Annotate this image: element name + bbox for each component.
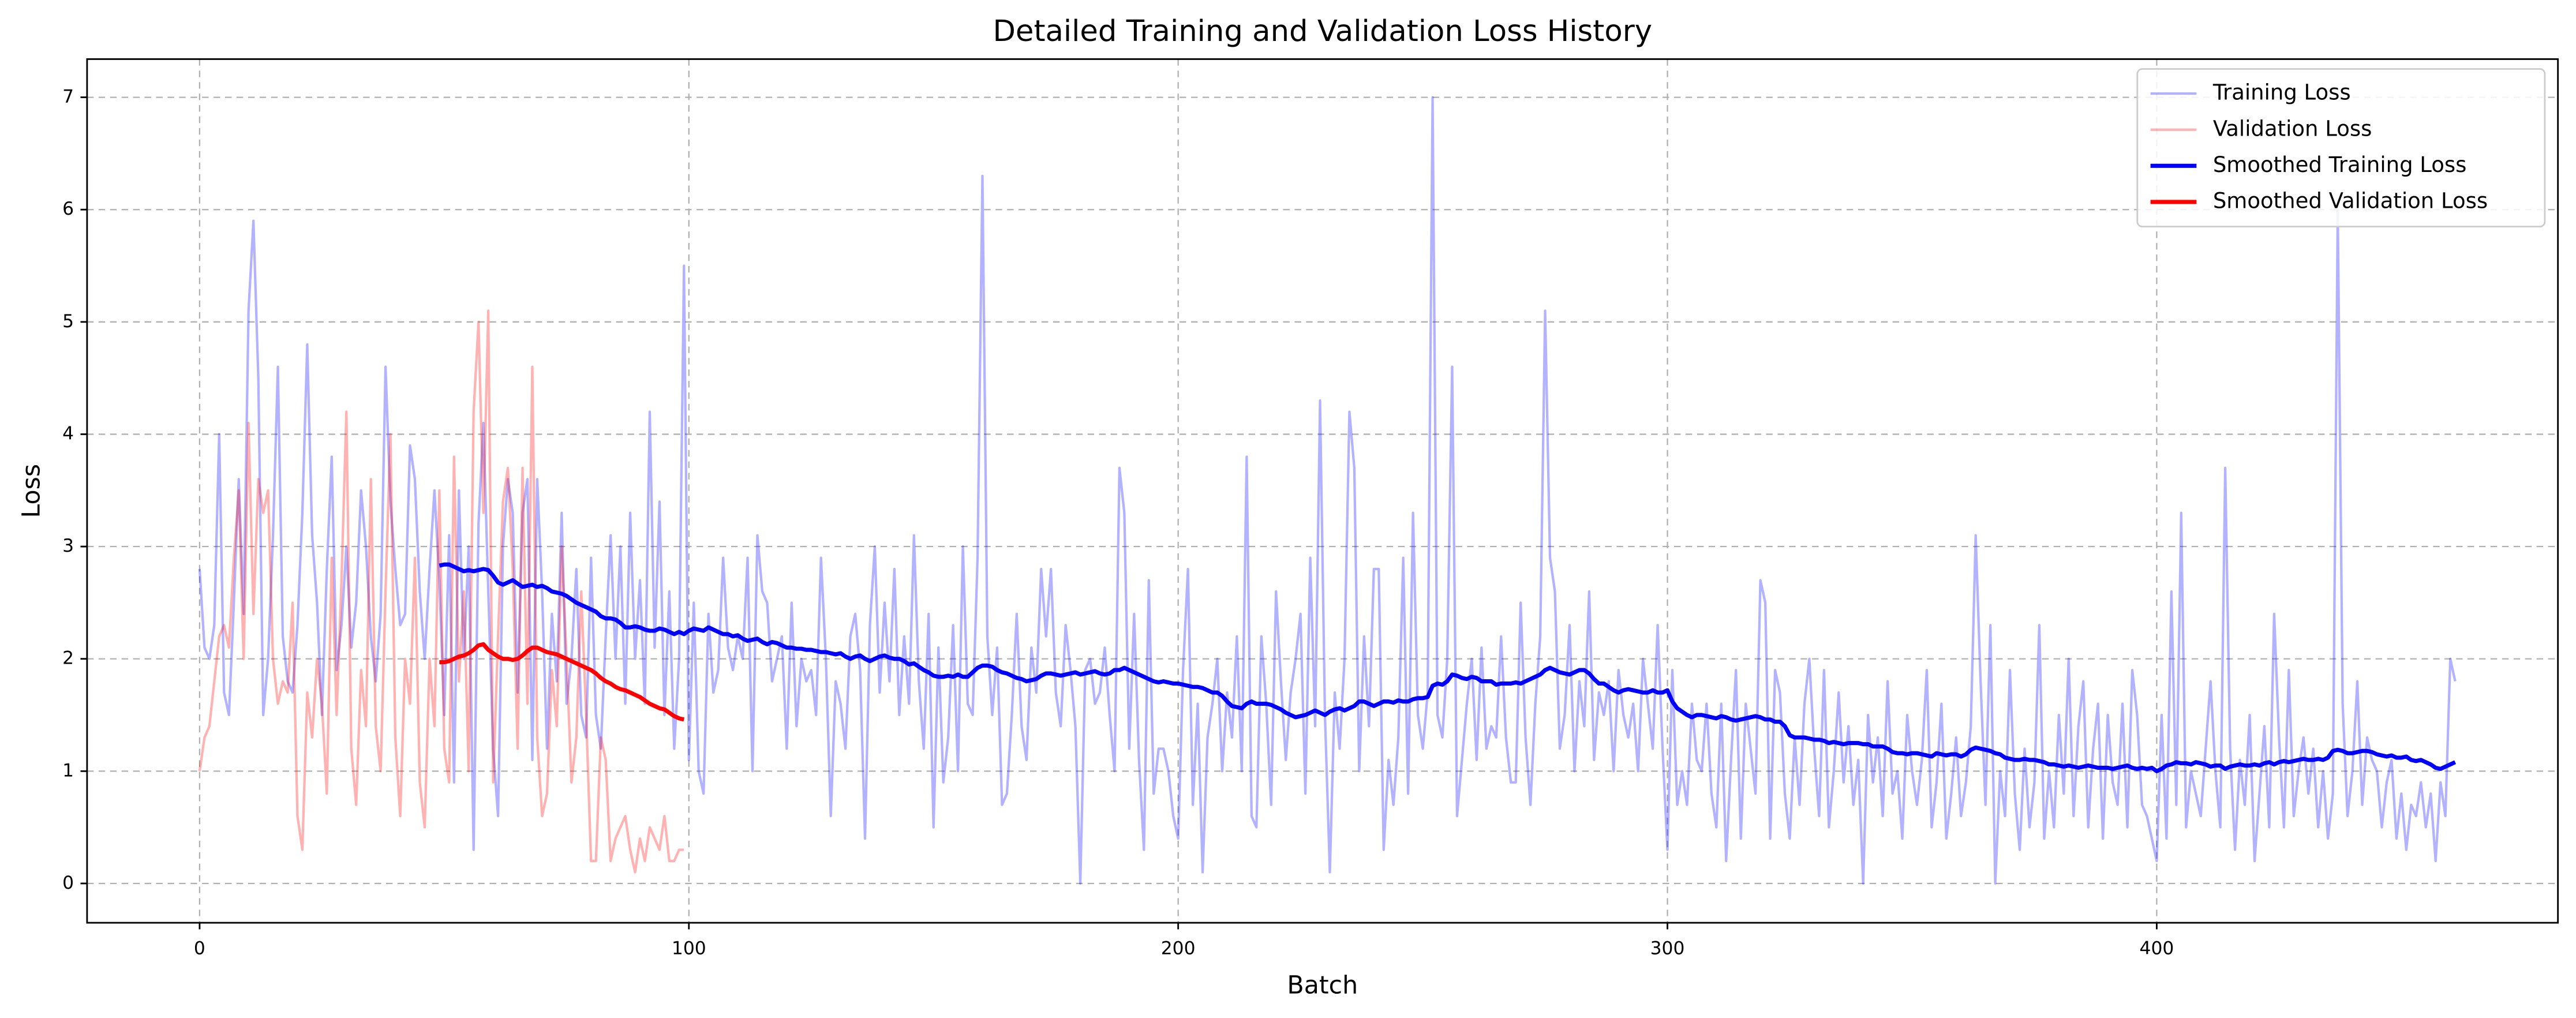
y-tick-label: 6 <box>62 199 74 219</box>
series-line <box>198 96 2457 885</box>
y-tick-label: 2 <box>62 648 74 669</box>
y-axis-label: Loss <box>17 464 46 518</box>
legend-label: Validation Loss <box>2213 116 2372 141</box>
legend-label: Training Loss <box>2212 80 2351 105</box>
y-tick-label: 7 <box>62 87 74 107</box>
x-tick-label: 300 <box>1650 938 1685 959</box>
chart-title: Detailed Training and Validation Loss Hi… <box>993 14 1652 48</box>
series-line <box>439 642 685 722</box>
legend-label: Smoothed Training Loss <box>2213 152 2467 177</box>
x-tick-label: 100 <box>672 938 706 959</box>
y-tick-label: 3 <box>62 536 74 556</box>
legend: Training Loss Validation Loss Smoothed Tra… <box>2136 68 2546 228</box>
y-tick-label: 1 <box>62 760 74 781</box>
x-axis-label: Batch <box>1287 971 1358 1000</box>
series-line <box>439 562 2457 773</box>
plot-frame <box>86 58 2559 924</box>
legend-label: Smoothed Validation Loss <box>2213 188 2488 213</box>
y-tick-label: 0 <box>62 873 74 893</box>
x-tick-label: 200 <box>1161 938 1196 959</box>
series-line <box>198 309 684 874</box>
y-tick-label: 5 <box>62 311 74 332</box>
x-tick-label: 0 <box>194 938 205 959</box>
y-tick-label: 4 <box>62 423 74 444</box>
legend-box <box>2136 68 2546 228</box>
x-tick-label: 400 <box>2140 938 2174 959</box>
